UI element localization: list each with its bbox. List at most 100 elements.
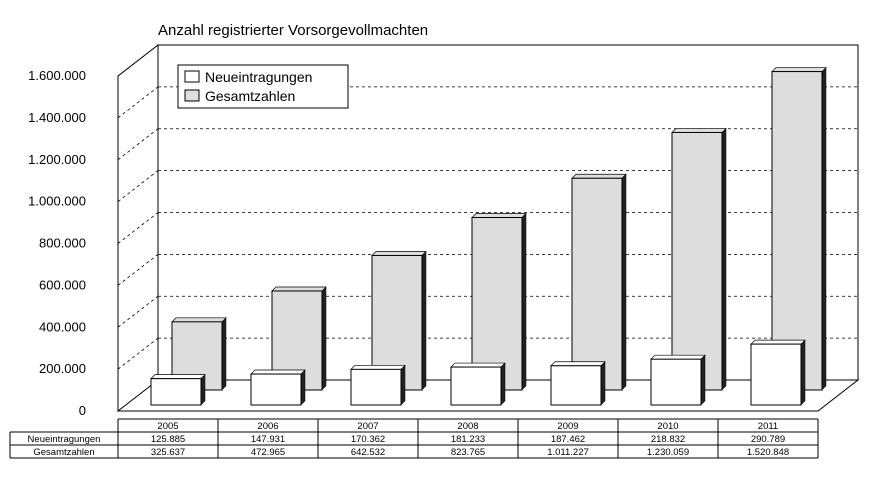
bar-neueintragungen-top <box>650 354 706 360</box>
x-tick-label: 2009 <box>557 421 578 432</box>
bar-neueintragungen-top <box>750 339 806 345</box>
bar-neueintragungen <box>750 339 806 406</box>
table-row-label: Neueintragungen <box>28 434 101 445</box>
bar-neueintragungen <box>650 354 706 406</box>
bar-neueintragungen-top <box>450 362 506 368</box>
data-label: 218.832 <box>651 434 685 445</box>
gridline-side <box>117 170 159 202</box>
y-tick-label: 400.000 <box>39 319 86 334</box>
bar-neueintragungen-front <box>350 368 402 406</box>
data-label: 1.011.227 <box>547 447 589 458</box>
bars <box>150 66 827 406</box>
bar-gesamtzahlen-top <box>671 128 727 133</box>
bar-neueintragungen-front <box>450 366 502 406</box>
y-tick-label: 1.200.000 <box>28 152 86 167</box>
bar-gesamtzahlen-top <box>571 173 627 179</box>
data-label: 125.885 <box>151 434 185 445</box>
x-tick-label: 2011 <box>758 421 778 432</box>
gridline-side <box>117 254 159 286</box>
bar-neueintragungen <box>250 369 306 406</box>
data-label: 170.362 <box>351 434 385 445</box>
x-tick-label: 2007 <box>357 421 378 432</box>
bar-gesamtzahlen <box>771 66 827 391</box>
bar-gesamtzahlen-front <box>771 71 823 391</box>
legend-swatch <box>184 89 200 102</box>
bar-gesamtzahlen-front <box>571 177 623 391</box>
data-label: 181.233 <box>451 434 485 445</box>
data-table: 2005 2006 2007 2008 2009 2010 2011 Neueintragun… <box>9 418 819 459</box>
gridline-side <box>117 86 159 119</box>
bar-gesamtzahlen <box>571 173 627 391</box>
bar-neueintragungen <box>450 362 506 406</box>
data-label: 1.520.848 <box>747 447 789 458</box>
y-tick-label: 1.600.000 <box>28 68 86 83</box>
chart-title: Anzahl registrierter Vorsorgevollmachten <box>158 22 428 39</box>
x-tick-label: 2008 <box>457 421 478 432</box>
bar-neueintragungen-side <box>500 362 506 406</box>
bar-gesamtzahlen-side <box>821 66 827 391</box>
y-tick-label: 600.000 <box>39 277 86 292</box>
bar-neueintragungen-front <box>250 373 302 406</box>
bar-gesamtzahlen-side <box>421 250 427 391</box>
y-tick-label: 1.400.000 <box>28 110 86 125</box>
gridline-side <box>117 44 159 77</box>
bar-neueintragungen-side <box>700 354 706 406</box>
bar-neueintragungen-top <box>350 364 406 370</box>
gridline-side <box>117 212 159 244</box>
bar-neueintragungen-side <box>200 374 206 406</box>
bar-gesamtzahlen-side <box>521 212 527 391</box>
bar-gesamtzahlen <box>471 212 527 391</box>
bar-gesamtzahlen-top <box>771 67 827 72</box>
legend-box <box>177 64 349 109</box>
data-label: 147.931 <box>251 434 285 445</box>
bar-gesamtzahlen-side <box>621 173 627 391</box>
bar-neueintragungen-front <box>650 358 702 406</box>
bar-neueintragungen-front <box>750 343 802 406</box>
x-tick-label: 2006 <box>257 421 278 432</box>
gridline-side <box>117 337 159 370</box>
bar-neueintragungen-top <box>550 361 606 367</box>
bar-gesamtzahlen-front <box>471 217 523 391</box>
y-tick-label: 200.000 <box>39 361 86 376</box>
legend: Neueintragungen Gesamtzahlen <box>177 64 349 109</box>
bar-gesamtzahlen-top <box>171 317 227 323</box>
bar-gesamtzahlen-side <box>721 127 727 391</box>
legend-label: Neueintragungen <box>205 69 312 85</box>
gridline-side <box>117 295 159 328</box>
bar-neueintragungen-side <box>600 361 606 406</box>
bar-neueintragungen-side <box>800 339 806 406</box>
legend-swatch <box>184 70 200 83</box>
bar-neueintragungen <box>350 364 406 406</box>
bar-neueintragungen-front <box>550 365 602 406</box>
x-tick-label: 2005 <box>157 421 178 432</box>
data-label: 642.532 <box>351 447 385 458</box>
bar-neueintragungen <box>150 374 206 406</box>
data-label: 1.230.059 <box>647 447 689 458</box>
data-label: 187.462 <box>551 434 585 445</box>
bar-neueintragungen-side <box>300 369 306 406</box>
y-tick-label: 800.000 <box>39 236 86 251</box>
bar-neueintragungen-top <box>150 374 206 379</box>
data-label: 823.765 <box>451 447 485 458</box>
y-axis: 0 200.000 400.000 600.000 800.000 1.000.000 1.… <box>28 68 86 418</box>
bar-gesamtzahlen-top <box>271 286 327 292</box>
legend-label: Gesamtzahlen <box>205 88 295 104</box>
bar-gesamtzahlen-side <box>321 286 327 391</box>
data-label: 290.789 <box>751 434 785 445</box>
bar-gesamtzahlen-top <box>471 213 527 218</box>
bar-gesamtzahlen-side <box>221 317 227 391</box>
data-label: 325.637 <box>151 447 185 458</box>
bar-gesamtzahlen <box>671 127 727 391</box>
bar-neueintragungen-side <box>400 364 406 406</box>
y-tick-label: 0 <box>79 403 86 418</box>
bar-gesamtzahlen-front <box>671 131 723 391</box>
bar-neueintragungen-front <box>150 378 202 406</box>
bar-gesamtzahlen-top <box>371 251 427 256</box>
gridline-side <box>117 128 159 161</box>
y-tick-label: 1.000.000 <box>28 194 86 209</box>
bar-neueintragungen <box>550 361 606 406</box>
x-tick-label: 2010 <box>657 421 678 432</box>
bar-neueintragungen-top <box>250 369 306 375</box>
data-label: 472.965 <box>251 447 285 458</box>
